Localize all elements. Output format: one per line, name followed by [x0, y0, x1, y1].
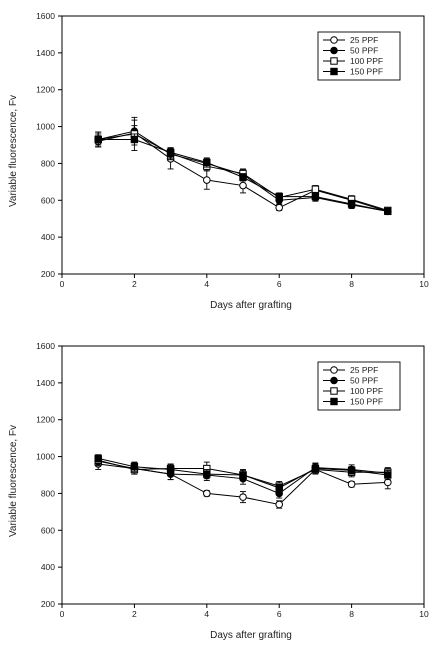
legend-marker [330, 67, 338, 76]
legend-marker [330, 366, 338, 374]
data-point [203, 176, 211, 184]
data-point [130, 135, 139, 144]
x-tick-label: 6 [277, 609, 282, 619]
y-tick-label: 400 [41, 232, 55, 242]
y-tick-label: 1000 [36, 122, 55, 132]
y-tick-label: 200 [41, 599, 55, 609]
legend-marker [330, 397, 338, 406]
data-point [239, 493, 247, 501]
x-tick-label: 0 [60, 279, 65, 289]
data-point [347, 480, 356, 489]
legend-marker [330, 387, 338, 395]
data-point [239, 173, 247, 181]
data-point [166, 148, 175, 157]
y-tick-label: 1200 [36, 85, 55, 95]
x-tick-label: 10 [419, 279, 429, 289]
x-tick-label: 2 [132, 609, 137, 619]
data-point [239, 181, 247, 190]
x-axis-label: Days after grafting [210, 300, 292, 311]
y-axis-label: Variable fluorescence, Fv [8, 425, 19, 537]
legend-label: 25 PPF [350, 365, 378, 375]
x-tick-label: 10 [419, 609, 429, 619]
x-tick-label: 8 [349, 609, 354, 619]
data-point [203, 470, 211, 478]
y-tick-label: 1600 [36, 11, 55, 21]
data-point [275, 484, 283, 492]
legend-marker [330, 376, 338, 385]
data-point [384, 478, 392, 487]
legend-label: 150 PPF [350, 67, 383, 77]
x-tick-label: 6 [277, 279, 282, 289]
data-point [311, 192, 320, 201]
x-tick-label: 4 [204, 609, 209, 619]
y-tick-label: 400 [41, 562, 55, 572]
data-point [275, 203, 284, 212]
data-point [166, 465, 175, 474]
series-150-ppf [94, 454, 392, 493]
data-point [203, 489, 211, 498]
y-tick-label: 600 [41, 525, 55, 535]
legend-label: 100 PPF [350, 56, 383, 66]
x-tick-label: 8 [349, 279, 354, 289]
x-tick-label: 0 [60, 609, 65, 619]
chart-top: 0 2 4 6 8 10 200 400 600 800 1000 1200 1400 1600 Days … [8, 11, 429, 311]
x-tick-label: 4 [204, 279, 209, 289]
data-point [347, 200, 356, 208]
data-point [311, 464, 320, 473]
legend-label: 100 PPF [350, 386, 383, 396]
x-tick-label: 2 [132, 279, 137, 289]
legend-label: 25 PPF [350, 35, 378, 45]
legend-label: 50 PPF [350, 376, 378, 386]
plot-frame [61, 345, 425, 605]
chart-bottom: 0 2 4 6 8 10 200 400 600 800 1000 1200 1400 1600 Days … [8, 341, 429, 641]
data-point [130, 463, 139, 471]
y-tick-label: 1000 [36, 452, 55, 462]
x-axis-label: Days after grafting [210, 630, 292, 641]
data-point [384, 207, 392, 216]
legend-label: 150 PPF [350, 397, 383, 407]
data-point [347, 466, 356, 475]
legend-marker [330, 57, 338, 65]
legend-label: 50 PPF [350, 46, 378, 56]
y-tick-label: 1200 [36, 415, 55, 425]
legend-marker [330, 46, 338, 55]
y-tick-label: 600 [41, 195, 55, 205]
series-150-ppf [94, 133, 392, 216]
y-tick-label: 800 [41, 158, 55, 168]
y-tick-label: 1600 [36, 341, 55, 351]
data-point [384, 471, 392, 479]
data-point [275, 192, 283, 201]
data-point [239, 471, 247, 479]
data-point [94, 454, 102, 463]
plot-frame [61, 15, 425, 275]
data-point [311, 185, 320, 193]
y-tick-label: 200 [41, 269, 55, 279]
y-axis-label: Variable fluorescence, Fv [8, 95, 19, 207]
data-point [275, 500, 284, 509]
legend-marker [330, 36, 338, 44]
y-tick-label: 1400 [36, 378, 55, 388]
series-50-ppf [94, 119, 392, 216]
y-tick-label: 800 [41, 488, 55, 498]
y-tick-label: 1400 [36, 48, 55, 58]
data-point [203, 158, 211, 167]
data-point [94, 135, 102, 144]
